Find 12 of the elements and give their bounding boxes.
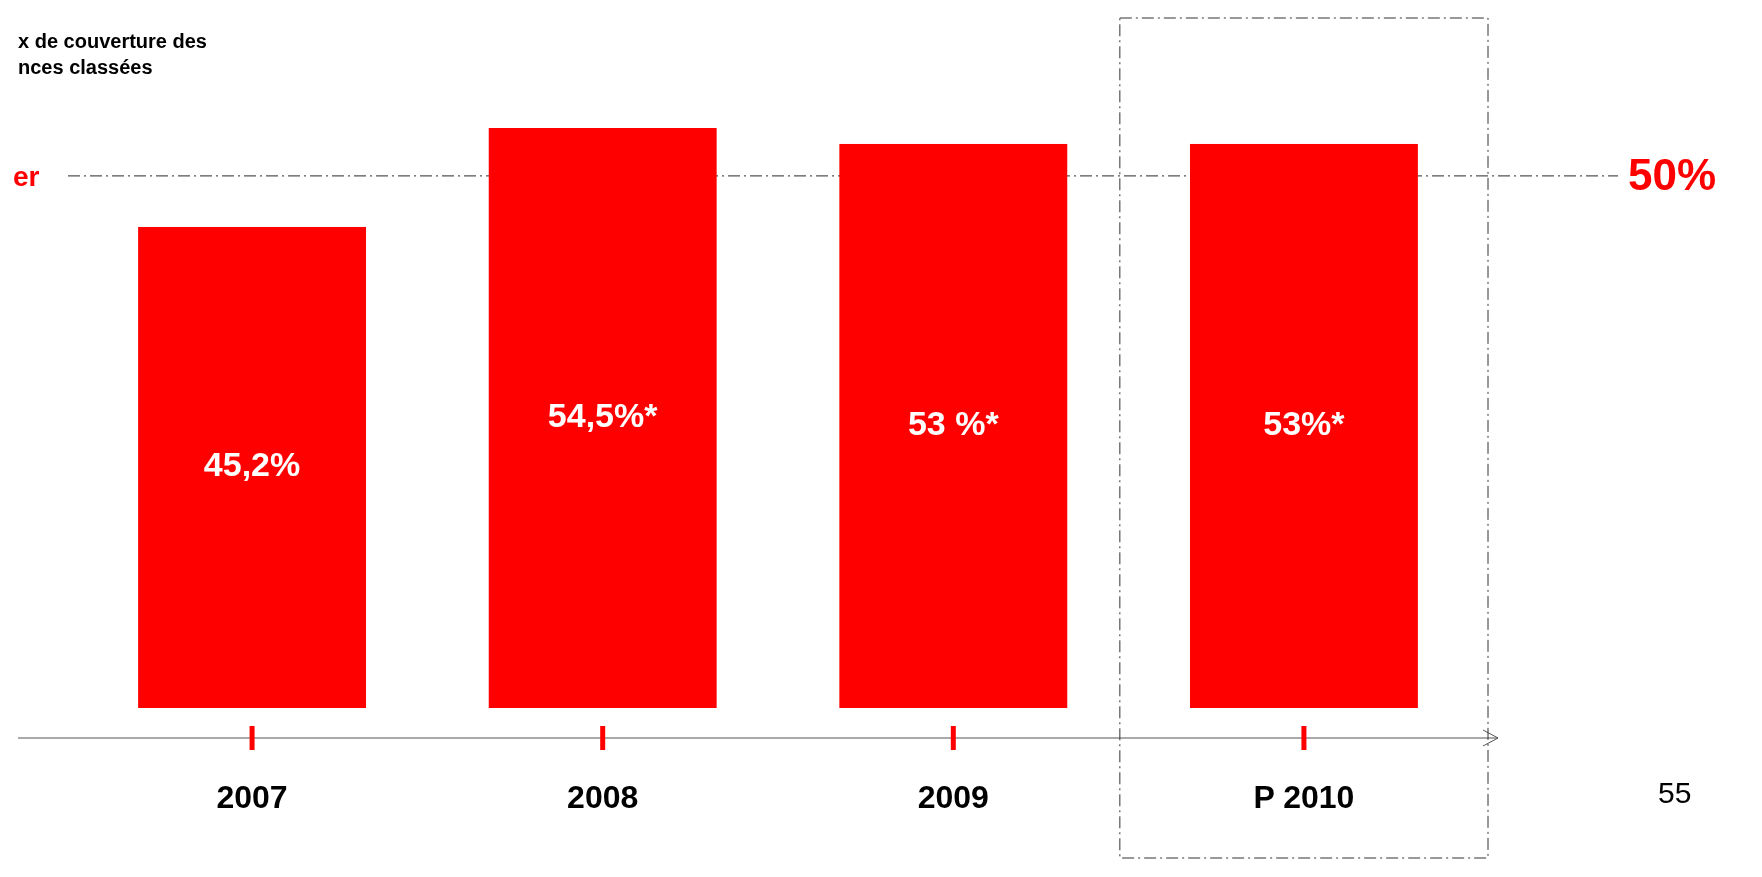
x-tick-label: 2008 bbox=[567, 779, 639, 815]
text: 55 bbox=[1658, 776, 1692, 809]
x-tick-label: 2007 bbox=[216, 779, 288, 815]
data-label: 53 %* bbox=[907, 403, 1000, 442]
text: er bbox=[13, 160, 40, 192]
ref-line-label: 50% bbox=[1628, 149, 1717, 199]
x-tick-label: P 2010 bbox=[1253, 779, 1355, 815]
x-tick-label: 2009 bbox=[917, 779, 989, 815]
data-label: 54,5%* bbox=[547, 395, 659, 434]
data-label: 53%* bbox=[1263, 403, 1346, 442]
chart-title: x de couverture des nces classées bbox=[18, 30, 207, 78]
data-label: 45,2% bbox=[203, 445, 301, 484]
